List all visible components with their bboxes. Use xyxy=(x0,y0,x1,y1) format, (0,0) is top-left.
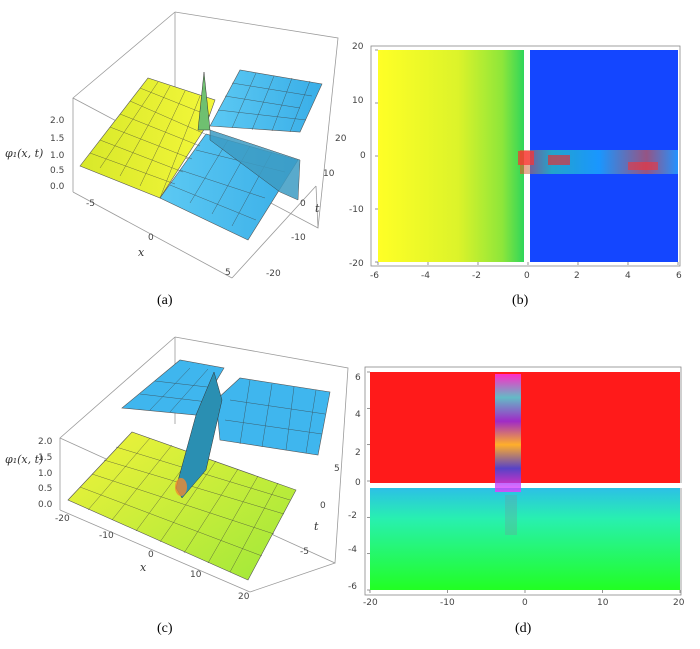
panel-d-x-tick: 0 xyxy=(522,598,528,608)
caption-c: (c) xyxy=(157,621,173,636)
panel-d-x-tick: 20 xyxy=(673,598,685,608)
panel-d-ticks xyxy=(367,371,681,593)
panel-a-surface-plot: 2.0 1.5 1.0 0.5 0.0 φ₁(x, t) -5 0 5 x 20… xyxy=(5,11,347,279)
panel-b-x-tick: 4 xyxy=(625,271,631,281)
panel-c-x-tick: 0 xyxy=(148,550,154,560)
panel-a-box xyxy=(72,11,339,279)
panel-c-z-tick: 1.5 xyxy=(38,453,52,463)
caption-d: (d) xyxy=(515,621,532,636)
panel-b-x-tick: -6 xyxy=(370,271,379,281)
panel-a-x-tick: -5 xyxy=(86,199,95,209)
panel-a-z-tick: 1.0 xyxy=(50,151,65,161)
panel-b-x-tick: 2 xyxy=(574,271,580,281)
panel-d-y-tick: 2 xyxy=(355,448,361,458)
panel-b-y-tick: -10 xyxy=(349,205,364,215)
panel-d-top-region xyxy=(370,372,680,483)
panel-c-t-label: t xyxy=(314,520,319,533)
panel-b-x-tick: -2 xyxy=(472,271,481,281)
panel-c-t-tick: 5 xyxy=(334,464,340,474)
panel-a-z-tick: 2.0 xyxy=(50,116,65,126)
panel-b-y-tick: 10 xyxy=(352,96,364,106)
panel-d-bottom-region xyxy=(370,488,680,590)
panel-b-y-tick: 20 xyxy=(352,42,364,52)
panel-c-blue-surface-left xyxy=(121,359,225,416)
panel-a-x-label: x xyxy=(138,246,145,259)
panel-b-left-region xyxy=(378,50,524,262)
panel-d-x-tick: -10 xyxy=(440,598,455,608)
panel-d-y-tick: 6 xyxy=(355,373,361,383)
panel-c-z-label: φ₁(x, t) xyxy=(5,453,43,466)
panel-c-x-tick: 20 xyxy=(238,592,250,602)
panel-a-yellow-surface xyxy=(79,77,216,199)
panel-a-x-tick: 5 xyxy=(225,268,231,278)
panel-c-yellow-surface xyxy=(67,431,297,581)
panel-c-z-tick: 0.5 xyxy=(38,484,52,494)
panel-d-y-tick: -2 xyxy=(348,511,357,521)
panel-c-peak xyxy=(175,478,187,496)
panel-c-x-label: x xyxy=(140,561,147,574)
panel-a-z-tick: 0.5 xyxy=(50,166,64,176)
panel-d-y-tick: 4 xyxy=(355,410,361,420)
panel-d-white-gap xyxy=(368,483,682,488)
panel-d-band xyxy=(495,374,521,492)
panel-c-z-tick: 0.0 xyxy=(38,500,53,510)
panel-d-heatmap: 6 4 2 0 -2 -4 -6 -20 -10 0 10 20 xyxy=(348,366,685,608)
panel-c-t-tick: 0 xyxy=(320,501,326,511)
panel-a-t-tick: 10 xyxy=(323,169,335,179)
panel-c-z-tick: 2.0 xyxy=(38,437,53,447)
panel-a-blue-surface xyxy=(209,69,323,133)
panel-d-x-tick: -20 xyxy=(363,598,378,608)
caption-a: (a) xyxy=(157,293,173,308)
panel-b-heatmap: 20 10 0 -10 -20 -6 -4 -2 0 2 4 6 xyxy=(349,42,682,281)
caption-b: (b) xyxy=(512,293,529,308)
panel-a-t-tick: 20 xyxy=(335,134,347,144)
panel-c-x-tick: 10 xyxy=(190,570,202,580)
panel-b-y-tick: -20 xyxy=(349,259,364,269)
panel-d-y-tick: -4 xyxy=(348,545,357,555)
panel-a-x-tick: 0 xyxy=(148,233,154,243)
panel-a-peak xyxy=(197,71,211,131)
panel-c-t-tick: -5 xyxy=(300,547,309,557)
panel-b-ticks xyxy=(375,49,679,265)
panel-a-t-label: t xyxy=(315,202,320,215)
panel-b-x-tick: 0 xyxy=(524,271,530,281)
panel-b-x-tick: -4 xyxy=(421,271,430,281)
panel-a-t-tick: -10 xyxy=(291,233,306,243)
panel-c-x-tick: -10 xyxy=(99,531,114,541)
panel-a-mesh xyxy=(89,72,313,227)
panel-b-y-tick: 0 xyxy=(360,151,366,161)
panel-a-t-tick: 0 xyxy=(300,199,306,209)
panel-a-z-tick: 0.0 xyxy=(50,182,65,192)
panel-d-y-tick: 0 xyxy=(355,478,361,488)
panel-d-x-tick: 10 xyxy=(597,598,609,608)
panel-d-y-tick: -6 xyxy=(348,582,357,592)
panel-a-ridge xyxy=(209,129,301,201)
panel-c-surface-plot: 2.0 1.5 1.0 0.5 0.0 φ₁(x, t) -20 -10 0 1… xyxy=(5,336,349,602)
panel-c-blue-surface-right xyxy=(215,377,331,456)
panel-c-x-tick: -20 xyxy=(55,514,70,524)
panel-b-x-tick: 6 xyxy=(676,271,682,281)
panel-a-t-tick: -20 xyxy=(266,269,281,279)
panel-a-z-tick: 1.5 xyxy=(50,134,64,144)
panel-a-z-label: φ₁(x, t) xyxy=(5,147,43,160)
panel-c-z-tick: 1.0 xyxy=(38,469,53,479)
